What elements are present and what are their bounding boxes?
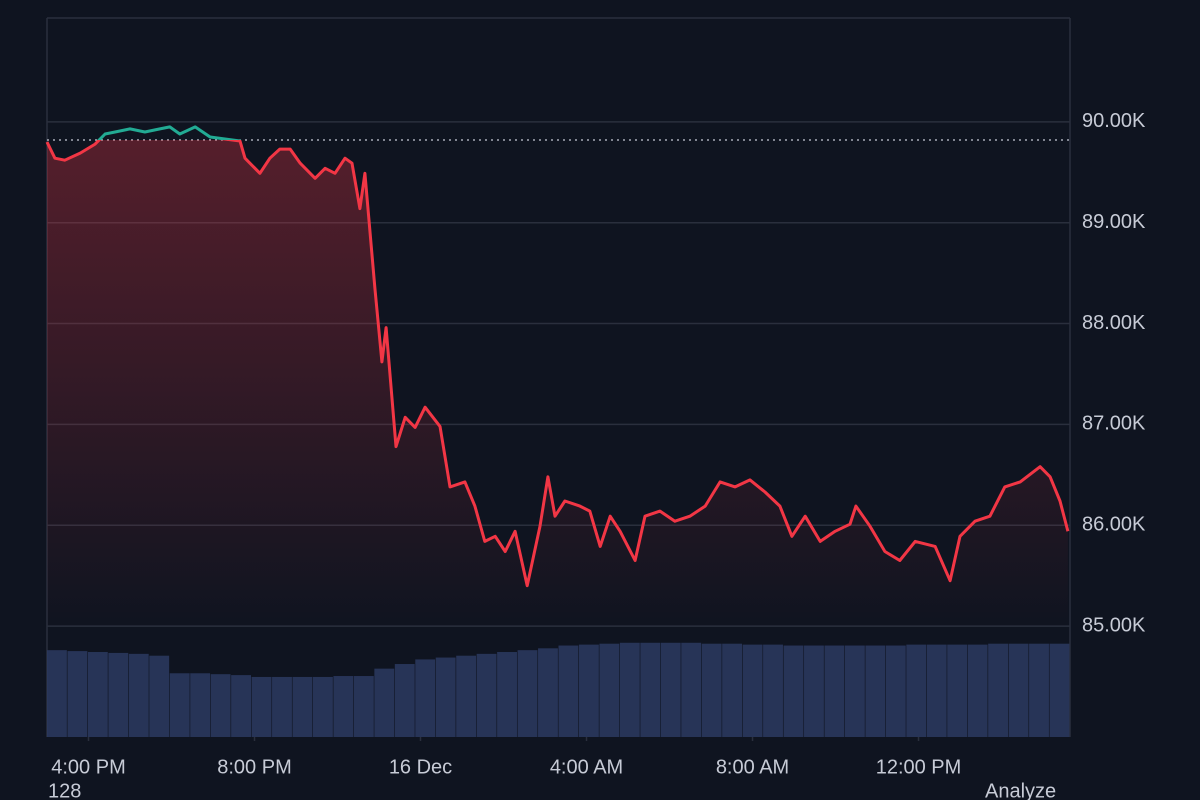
volume-bar [885, 645, 906, 737]
volume-bar [87, 652, 108, 737]
volume-bar [108, 652, 129, 737]
volume-bar [67, 651, 88, 737]
price-line [45, 125, 1070, 588]
y-tick-label: 88.00K [1082, 312, 1146, 334]
volume-bar [640, 642, 661, 737]
volume-bar [804, 645, 824, 737]
volume-bar [435, 657, 456, 737]
volume-bar [763, 644, 783, 737]
footer-right[interactable]: Analyze [985, 780, 1056, 800]
area [47, 140, 1068, 629]
volume-bar [1049, 643, 1070, 737]
volume-bar [844, 645, 865, 737]
volume-bar [865, 645, 886, 737]
volume-bar [558, 645, 579, 737]
x-tick-label: 8:00 AM [716, 756, 789, 778]
volume-bar [681, 642, 702, 737]
volume-bar [1008, 643, 1029, 737]
volume-bar [926, 644, 947, 737]
volume-bar [231, 675, 251, 737]
volume-bar [967, 644, 988, 737]
volume-bar [660, 642, 681, 737]
y-tick-label: 87.00K [1082, 413, 1146, 435]
volume-bar [312, 676, 333, 737]
x-tick-label: 16 Dec [389, 756, 452, 778]
y-tick-label: 86.00K [1082, 514, 1146, 536]
volume-bar [476, 653, 497, 737]
y-tick-label: 85.00K [1082, 614, 1146, 636]
volume-bar [251, 676, 272, 737]
footer-left: 128 [48, 780, 81, 800]
volume-bar [272, 676, 292, 737]
volume-bar [578, 644, 599, 737]
volume-bar [128, 653, 149, 737]
volume-bar [619, 642, 640, 737]
volume-bar [456, 655, 477, 737]
volume-bar [824, 645, 845, 737]
x-tick-label: 4:00 PM [51, 756, 125, 778]
volume-bar [190, 673, 211, 737]
volume-bar [701, 643, 722, 737]
volume-bar [988, 643, 1009, 737]
volume-bar [47, 650, 67, 737]
volume-bar [169, 673, 190, 737]
volume-bar [947, 644, 968, 737]
volume-bar [1029, 643, 1049, 737]
volume-bar [538, 648, 558, 737]
x-tick-label: 12:00 PM [876, 756, 962, 778]
y-tick-label: 89.00K [1082, 211, 1146, 233]
y-tick-label: 90.00K [1082, 110, 1146, 132]
volume-bar [374, 668, 395, 737]
x-tick-label: 8:00 PM [217, 756, 291, 778]
volume-bar [292, 676, 313, 737]
x-tick-label: 4:00 AM [550, 756, 623, 778]
volume-bar [333, 676, 354, 737]
volume-bar [394, 664, 415, 737]
volume-bar [517, 650, 538, 737]
volume-bar [722, 643, 743, 737]
volume-bar [210, 674, 231, 737]
volume-bar [149, 655, 170, 737]
volume-bar [906, 644, 927, 737]
volume-bar [415, 659, 436, 737]
volume-bar [353, 676, 374, 737]
volume-bar [599, 643, 620, 737]
volume-bar [742, 644, 763, 737]
volume-bar [783, 645, 804, 737]
volume-bar [497, 652, 517, 737]
